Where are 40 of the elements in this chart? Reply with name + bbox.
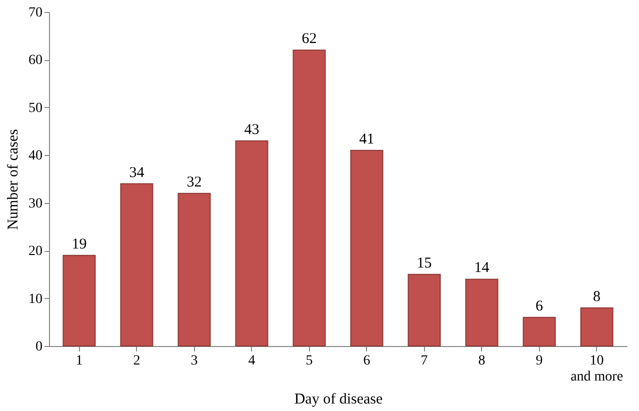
y-tick-label: 40	[28, 148, 42, 164]
bar	[465, 278, 498, 346]
x-tick-label: 4	[248, 354, 256, 368]
data-label: 15	[416, 255, 432, 272]
bar	[292, 50, 326, 346]
data-label: 34	[129, 164, 145, 181]
bar	[350, 150, 384, 346]
y-tick-label: 20	[28, 244, 42, 260]
data-label: 62	[302, 31, 317, 48]
bar	[120, 183, 154, 346]
data-label: 41	[359, 131, 374, 148]
y-tick-label: 30	[28, 196, 42, 212]
bar	[408, 274, 441, 346]
bar	[178, 192, 211, 346]
y-tick-label: 60	[28, 53, 42, 68]
data-label: 14	[474, 260, 490, 276]
x-tick-label: 5	[306, 354, 313, 368]
y-tick-label: 70	[28, 6, 42, 20]
bar	[62, 254, 96, 346]
x-tick-label: 10 and more	[570, 354, 624, 384]
y-tick-label: 0	[36, 340, 42, 354]
bar	[580, 307, 614, 346]
x-tick-label: 8	[478, 354, 486, 368]
y-tick-label: 10	[28, 292, 42, 307]
bar	[235, 140, 268, 346]
x-tick-label: 7	[420, 354, 428, 368]
data-label: 43	[244, 122, 260, 138]
x-tick-label: 2	[133, 354, 140, 368]
x-tick-label: 1	[76, 354, 83, 368]
y-axis-title: Number of cases	[6, 128, 22, 230]
data-label: 32	[186, 174, 202, 190]
bar	[522, 316, 556, 346]
y-tick-label: 50	[28, 100, 42, 116]
x-axis-title: Day of disease	[294, 392, 383, 408]
data-label: 19	[72, 236, 87, 252]
data-label: 8	[593, 288, 601, 305]
x-tick-label: 6	[363, 354, 370, 368]
data-label: 6	[536, 298, 544, 314]
x-tick-label: 3	[190, 354, 198, 368]
x-tick-label: 9	[536, 354, 543, 368]
